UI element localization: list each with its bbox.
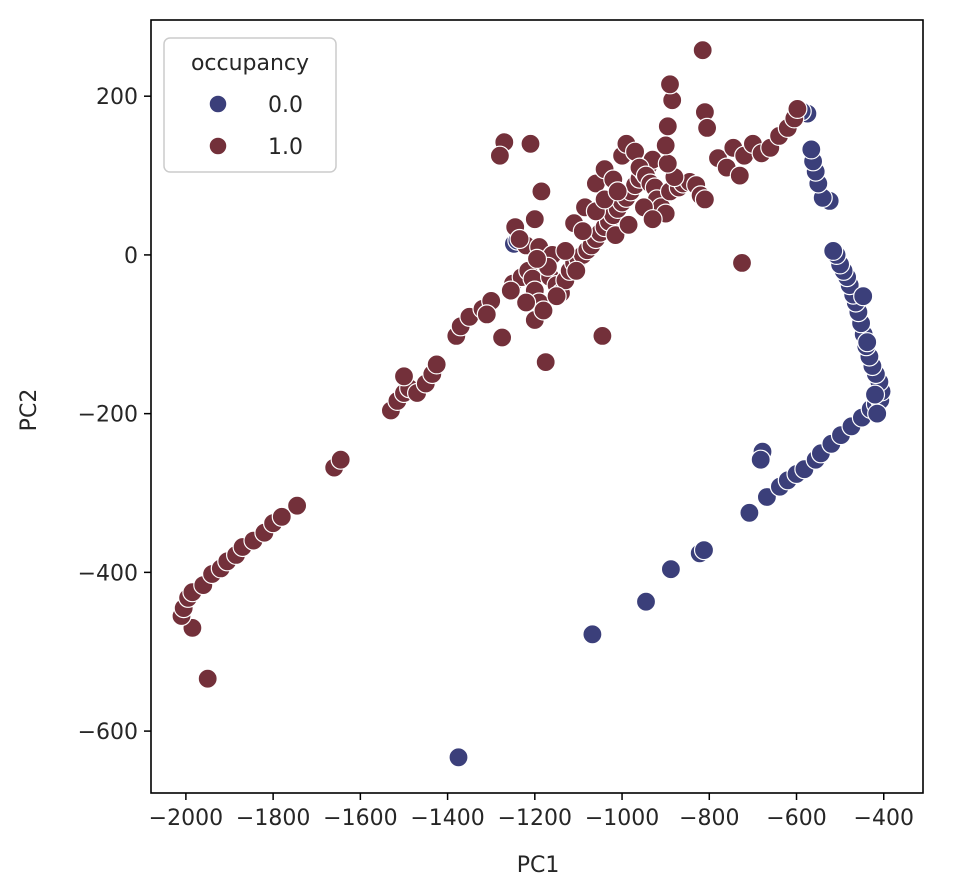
point-occupancy-1.0-112	[729, 165, 750, 186]
point-occupancy-1.0-0	[197, 668, 218, 689]
x-tick-label: −1800	[236, 806, 310, 831]
point-occupancy-1.0-27	[393, 366, 415, 387]
point-occupancy-0.0-1	[582, 624, 603, 645]
point-occupancy-1.0-33	[492, 327, 513, 348]
point-occupancy-0.0-5	[693, 539, 715, 561]
y-tick-label: −600	[78, 720, 138, 745]
point-occupancy-1.0-70	[520, 133, 541, 154]
legend-label-1.0: 1.0	[268, 135, 303, 160]
point-occupancy-1.0-130	[642, 209, 663, 230]
x-tick-label: −1200	[498, 806, 572, 831]
point-occupancy-1.0-15	[271, 506, 292, 527]
x-tick-label: −800	[679, 806, 739, 831]
point-occupancy-1.0-101	[657, 153, 678, 174]
point-occupancy-0.0-50	[864, 384, 886, 405]
point-occupancy-0.0-51	[867, 403, 888, 424]
point-occupancy-1.0-113	[731, 252, 753, 273]
x-tick-label: −600	[766, 806, 826, 831]
y-tick-label: −400	[78, 561, 138, 586]
point-occupancy-1.0-135	[515, 292, 537, 313]
point-occupancy-0.0-2	[635, 591, 657, 612]
point-occupancy-0.0-37	[823, 240, 844, 261]
point-occupancy-0.0-43	[801, 139, 822, 160]
point-occupancy-0.0-53	[857, 332, 878, 353]
point-occupancy-1.0-99	[694, 189, 716, 210]
point-occupancy-0.0-0	[448, 747, 469, 768]
point-occupancy-1.0-106	[692, 40, 713, 61]
x-tick-label: −1600	[323, 806, 397, 831]
point-occupancy-1.0-103	[657, 116, 678, 137]
point-occupancy-1.0-132	[546, 286, 567, 307]
legend-marker-0.0	[208, 94, 228, 114]
point-occupancy-1.0-134	[526, 248, 548, 269]
x-tick-label: −400	[854, 806, 914, 831]
point-occupancy-1.0-123	[572, 221, 593, 242]
y-tick-label: 200	[96, 85, 138, 110]
legend-label-0.0: 0.0	[268, 93, 303, 118]
point-occupancy-1.0-73	[531, 181, 552, 202]
point-occupancy-0.0-3	[660, 559, 682, 580]
y-tick-label: −200	[78, 403, 138, 428]
point-occupancy-1.0-72	[524, 209, 545, 230]
point-occupancy-1.0-108	[696, 117, 718, 139]
point-occupancy-1.0-41	[533, 300, 554, 321]
point-occupancy-1.0-105	[659, 74, 681, 95]
point-occupancy-1.0-121	[787, 98, 808, 120]
y-axis-label: PC2	[17, 389, 42, 432]
x-tick-label: −2000	[149, 806, 223, 831]
point-occupancy-0.0-47	[750, 449, 771, 470]
point-occupancy-1.0-67	[592, 325, 613, 346]
point-occupancy-1.0-42	[535, 352, 556, 373]
point-occupancy-1.0-126	[607, 181, 628, 202]
point-occupancy-1.0-18	[330, 449, 351, 470]
point-occupancy-1.0-69	[489, 145, 510, 166]
points-layer	[171, 40, 892, 768]
y-tick-label: 0	[124, 244, 138, 269]
x-axis-ticks: −2000 −1800 −1600 −1400 −1200 −1000 −800 −600 −4…	[149, 793, 914, 831]
point-occupancy-0.0-6	[739, 502, 760, 523]
x-tick-label: −1000	[585, 806, 659, 831]
point-occupancy-1.0-78	[555, 240, 576, 261]
x-tick-label: −1400	[410, 806, 484, 831]
legend-title: occupancy	[191, 51, 309, 76]
legend-box	[163, 37, 337, 173]
point-occupancy-1.0-16	[287, 495, 308, 516]
point-occupancy-1.0-75	[509, 228, 530, 250]
point-occupancy-1.0-137	[476, 304, 497, 325]
point-occupancy-1.0-26	[426, 354, 447, 375]
point-occupancy-1.0-128	[618, 214, 639, 235]
point-occupancy-1.0-136	[500, 280, 521, 301]
x-axis-label: PC1	[517, 853, 560, 878]
point-occupancy-1.0-131	[566, 260, 587, 281]
plot-frame	[150, 19, 924, 794]
legend-marker-1.0	[208, 136, 228, 156]
point-occupancy-0.0-52	[853, 286, 874, 307]
y-axis-ticks: 200 0 −200 −400 −600	[78, 85, 151, 745]
legend: occupancy 0.0 1.0	[163, 37, 337, 173]
point-occupancy-1.0-102	[655, 135, 676, 156]
